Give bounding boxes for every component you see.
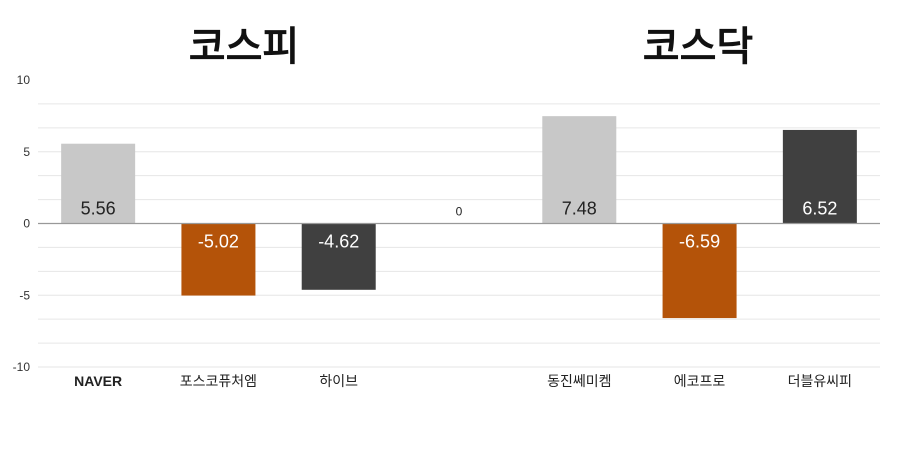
bar (301, 223, 376, 290)
data-label: 6.52 (802, 199, 837, 219)
data-label: 7.48 (562, 199, 597, 219)
y-tick-label: -10 (13, 360, 31, 374)
category-label: 하이브 (319, 374, 358, 390)
category-label: 포스코퓨처엠 (180, 374, 257, 390)
data-label: -5.02 (198, 232, 239, 252)
bar (61, 143, 136, 224)
data-label: 5.56 (81, 199, 116, 219)
data-label: -6.59 (679, 232, 720, 252)
bar (181, 223, 256, 296)
kospi-heading: 코스피 (188, 24, 300, 70)
bar (662, 223, 737, 319)
y-tick-label: 10 (17, 73, 31, 87)
y-tick-label: 0 (23, 217, 30, 231)
data-label: 0 (456, 205, 463, 219)
category-label: 에코프로 (674, 374, 726, 390)
y-tick-label: 5 (23, 145, 30, 159)
category-label: 동진쎄미켐 (547, 374, 611, 390)
category-label: 더블유씨피 (788, 374, 852, 390)
category-label: NAVER (74, 373, 122, 389)
data-label: -4.62 (318, 232, 359, 252)
bar (542, 116, 617, 224)
kosdaq-heading: 코스닥 (642, 24, 754, 70)
y-tick-label: -5 (19, 288, 30, 302)
bar (782, 129, 857, 224)
